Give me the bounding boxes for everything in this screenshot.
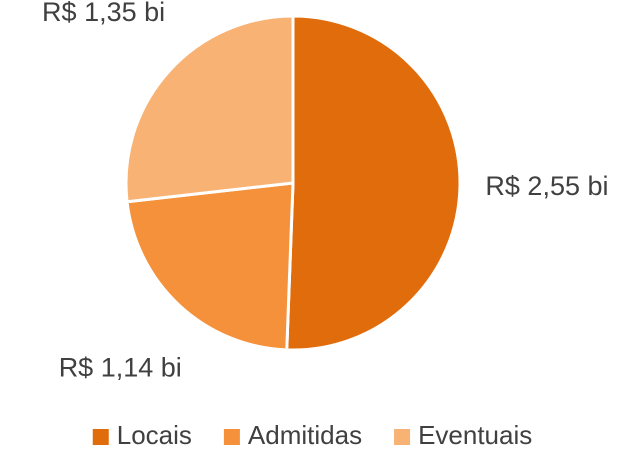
legend-label: Admitidas: [248, 420, 362, 449]
data-label: R$ 2,55 bi: [485, 171, 608, 201]
legend-swatch: [394, 429, 411, 445]
pie-slice: [124, 14, 295, 204]
data-label: R$ 1,14 bi: [59, 352, 182, 382]
legend-label: Locais: [117, 420, 192, 449]
pie-slice: [125, 181, 295, 352]
pie-slice: [285, 14, 462, 352]
data-label: R$ 1,35 bi: [42, 0, 165, 27]
legend-swatch: [92, 429, 109, 445]
legend-swatch: [223, 429, 240, 445]
legend-label: Eventuais: [418, 420, 532, 449]
